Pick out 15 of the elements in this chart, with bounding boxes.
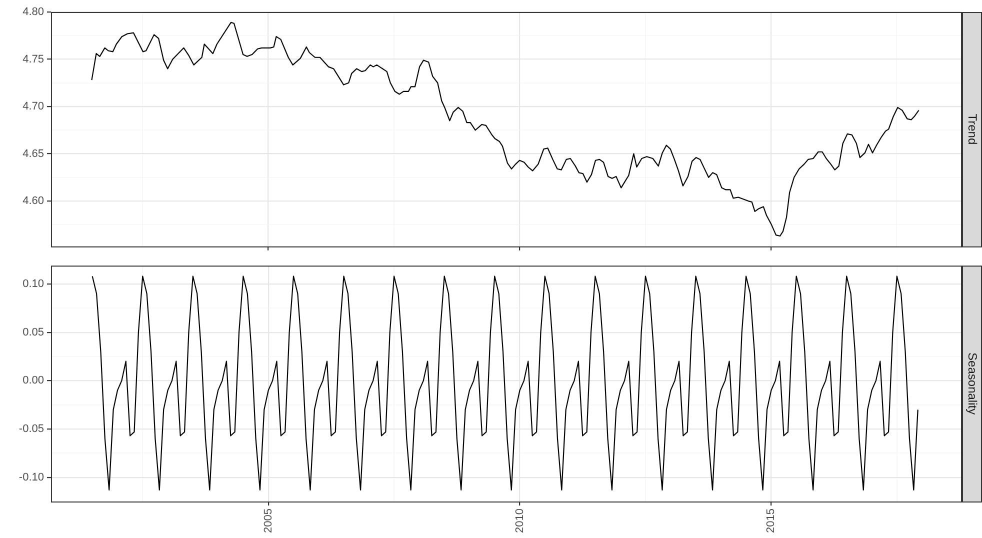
x-tick-label: 2010 [514, 508, 526, 534]
y-tick-label: 4.65 [22, 148, 44, 160]
x-tick-label: 2005 [262, 508, 274, 534]
y-tick-label: 4.60 [22, 195, 44, 208]
x-tick-label: 2015 [765, 508, 778, 534]
text: Trend [965, 114, 980, 145]
y-tick-label: -0.10 [18, 471, 44, 484]
text: Seasonality [965, 352, 980, 415]
y-tick-label: 0.00 [22, 374, 44, 387]
y-tick-label: 0.10 [22, 278, 44, 290]
y-tick-label: 4.75 [22, 53, 44, 66]
y-tick-label: 4.70 [22, 100, 44, 113]
y-tick-label: -0.05 [18, 423, 44, 436]
y-tick-label: 0.05 [22, 326, 44, 338]
y-tick-label: 4.80 [22, 6, 44, 18]
